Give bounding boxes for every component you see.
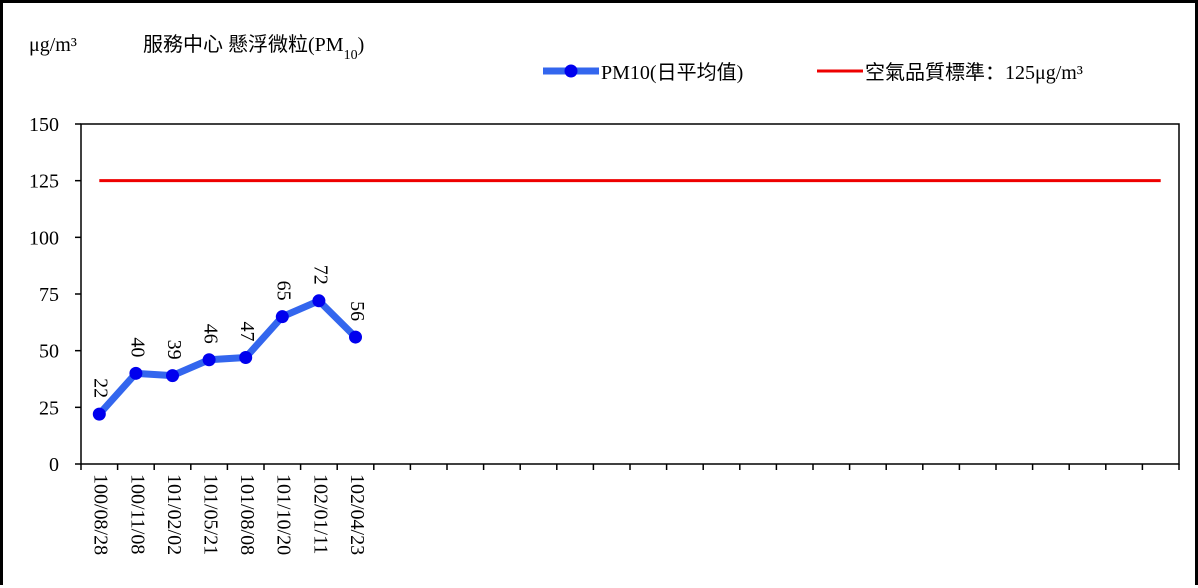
data-label: 47 (236, 321, 258, 341)
y-tick-label: 25 (39, 397, 59, 419)
x-category-label: 102/04/23 (346, 474, 368, 555)
y-tick-label: 0 (49, 454, 59, 476)
y-tick-label: 125 (29, 171, 59, 193)
data-point (202, 353, 216, 367)
x-category-label: 100/11/08 (126, 474, 148, 554)
x-category-label: 102/01/11 (309, 474, 331, 554)
y-tick-label: 50 (39, 341, 59, 363)
chart-title: 服務中心 懸浮微粒(PM10) (143, 33, 364, 63)
legend-series-marker (564, 64, 578, 78)
y-axis: 0 25 50 75 100 125 150 (29, 114, 81, 476)
data-point (312, 294, 326, 308)
data-label: 22 (90, 378, 112, 398)
y-tick-label: 150 (29, 114, 59, 136)
legend-reference-label: 空氣品質標準：125μg/m³ (865, 61, 1083, 84)
x-category-label: 101/05/21 (200, 474, 222, 555)
chart-title-subscript: 10 (344, 48, 358, 63)
unit-label: μg/m³ (29, 34, 77, 56)
chart-title-close: ) (358, 34, 365, 56)
x-axis: 100/08/28 100/11/08 101/02/02 101/05/21 101/… (80, 464, 1180, 555)
data-label: 72 (309, 265, 331, 285)
x-category-label: 101/10/20 (273, 474, 295, 555)
x-category-label: 100/08/28 (90, 474, 112, 555)
data-point (166, 369, 179, 383)
series-line (96, 297, 358, 417)
data-label: 40 (126, 337, 148, 357)
data-label: 39 (163, 340, 185, 360)
data-label: 56 (346, 301, 368, 321)
plot-area (80, 123, 1180, 465)
chart-canvas: μg/m³ 服務中心 懸浮微粒(PM10) PM10(日平均值) 空氣品質標準：… (29, 33, 1180, 555)
data-label: 46 (200, 324, 222, 344)
data-point (275, 310, 289, 324)
x-category-label: 101/08/08 (236, 474, 258, 555)
series-layer: 22 40 39 46 47 65 72 56 (90, 265, 368, 421)
y-tick-label: 75 (39, 284, 59, 306)
data-point (349, 330, 362, 344)
x-category-label: 101/02/02 (163, 474, 185, 555)
data-point (92, 407, 106, 421)
legend-series-label: PM10(日平均值) (601, 61, 743, 84)
data-label: 65 (273, 281, 295, 301)
legend: PM10(日平均值) 空氣品質標準：125μg/m³ (543, 61, 1083, 84)
y-tick-label: 100 (29, 227, 59, 249)
chart-title-main: 服務中心 懸浮微粒(PM (143, 33, 344, 56)
data-point (239, 350, 253, 364)
data-point (129, 366, 143, 380)
